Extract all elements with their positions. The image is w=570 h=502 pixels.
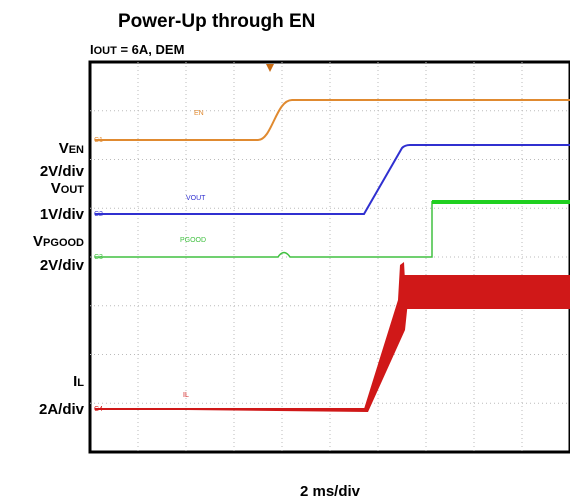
channel-name: VPGOOD <box>33 233 84 250</box>
channel-scale: 2V/div <box>40 163 85 180</box>
name-main: V <box>59 140 69 157</box>
channel-name: IL <box>73 373 84 390</box>
name-sub: OUT <box>61 184 85 196</box>
timebase: 2 ms/div <box>300 483 361 500</box>
trace-en <box>95 99 570 141</box>
channel-labels: VEN 2V/div VOUT 1V/div VPGOOD 2V/div IL … <box>33 140 85 418</box>
trace-label: EN <box>194 110 204 117</box>
name-main: I <box>73 373 77 390</box>
trace-label: PGOOD <box>180 237 206 244</box>
channel-scale: 2A/div <box>39 401 85 418</box>
channel-name: VOUT <box>51 180 85 197</box>
channel-name: VEN <box>59 140 84 157</box>
name-sub: EN <box>69 144 84 156</box>
trace-label: IL <box>183 392 189 399</box>
name-main: V <box>33 233 43 250</box>
channel-scale: 2V/div <box>40 257 85 274</box>
subtitle: IOUT = 6A, DEM <box>90 42 184 57</box>
title: Power-Up through EN <box>118 11 315 32</box>
channel-scale: 1V/div <box>40 206 85 223</box>
subtitle-rest: = 6A, DEM <box>117 42 185 57</box>
channel-marker: C2 <box>94 211 103 218</box>
name-main: V <box>51 180 61 197</box>
channel-marker: C1 <box>94 137 103 144</box>
trace-label: VOUT <box>186 195 206 202</box>
trigger-marker <box>266 64 274 72</box>
name-sub: PGOOD <box>43 237 84 249</box>
trace-pgood <box>95 201 433 258</box>
channel-marker: C4 <box>94 406 103 413</box>
trace-vout <box>95 144 570 215</box>
trace-labels: EN VOUT PGOOD IL C1 C2 C3 C4 <box>94 110 206 413</box>
subtitle-main: I <box>90 42 94 57</box>
channel-marker: C3 <box>94 254 103 261</box>
trace-il-band <box>404 275 570 309</box>
subtitle-sub: OUT <box>94 45 118 57</box>
name-sub: L <box>77 377 84 389</box>
